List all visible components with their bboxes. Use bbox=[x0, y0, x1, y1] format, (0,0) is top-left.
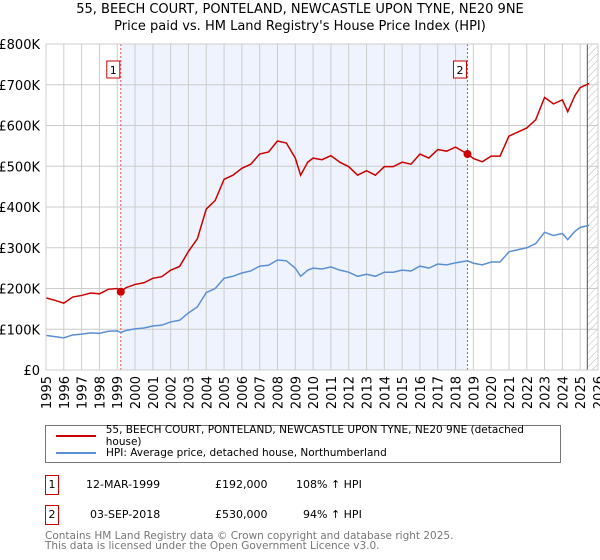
sale-label-box bbox=[106, 60, 121, 79]
legend-item-hpi: HPI: Average price, detached house, Nort… bbox=[56, 446, 387, 460]
x-tick-label: 2016 bbox=[414, 376, 429, 409]
x-tick-label: 2006 bbox=[236, 376, 251, 409]
x-tick-label: 2011 bbox=[325, 376, 340, 409]
x-tick-label: 2025 bbox=[574, 376, 589, 409]
footer: Contains HM Land Registry data © Crown c… bbox=[45, 530, 454, 552]
legend: 55, BEECH COURT, PONTELAND, NEWCASTLE UP… bbox=[45, 424, 561, 463]
x-tick-label: 2009 bbox=[289, 376, 304, 409]
x-tick-label: 1995 bbox=[40, 376, 55, 409]
x-tick-label: 2014 bbox=[378, 376, 393, 409]
x-tick-label: 2021 bbox=[503, 376, 518, 409]
x-tick-label: 2000 bbox=[129, 376, 144, 409]
y-tick-label: £200K bbox=[0, 283, 40, 298]
sale-badge: 2 bbox=[45, 505, 59, 525]
chart-title: 55, BEECH COURT, PONTELAND, NEWCASTLE UP… bbox=[76, 2, 524, 17]
x-tick-label: 2012 bbox=[343, 376, 358, 409]
legend-label: 55, BEECH COURT, PONTELAND, NEWCASTLE UP… bbox=[105, 424, 524, 448]
x-tick-label: 2013 bbox=[361, 376, 376, 409]
legend-item-property: 55, BEECH COURT, PONTELAND, NEWCASTLE UP… bbox=[56, 424, 560, 448]
x-tick-label: 2005 bbox=[218, 376, 233, 409]
chart-subtitle: Price paid vs. HM Land Registry's House … bbox=[114, 19, 486, 34]
y-tick-label: £100K bbox=[0, 323, 40, 338]
sale-hpi: 94% ↑ HPI bbox=[303, 508, 362, 521]
x-tick-label: 1998 bbox=[93, 376, 108, 409]
sale-price: £192,000 bbox=[215, 478, 268, 491]
x-tick-label: 2004 bbox=[200, 376, 215, 409]
plot-frame bbox=[45, 43, 599, 371]
x-tick-label: 2001 bbox=[147, 376, 162, 409]
hpi-line bbox=[45, 224, 590, 339]
x-tick-label: 2018 bbox=[450, 376, 465, 409]
x-tick-label: 2019 bbox=[467, 376, 482, 409]
y-tick-label: £700K bbox=[0, 79, 40, 94]
legend-swatch-red bbox=[56, 435, 96, 437]
sale-point bbox=[116, 287, 125, 296]
sale-point bbox=[463, 150, 472, 159]
x-tick-label: 2008 bbox=[271, 376, 286, 409]
x-tick-label: 2026 bbox=[592, 376, 600, 409]
y-tick-label: £600K bbox=[0, 120, 40, 135]
sale-label-box bbox=[452, 60, 467, 79]
y-tick-label: £500K bbox=[0, 160, 40, 175]
y-tick-label: £400K bbox=[0, 201, 40, 216]
chart-plot: £0 £100K £200K £300K £400K £500K £600K £700K £80… bbox=[0, 38, 600, 409]
sale-label: 2 bbox=[456, 64, 463, 77]
x-tick-label: 2024 bbox=[556, 376, 571, 409]
x-tick-label: 2015 bbox=[396, 376, 411, 409]
sale-label: 1 bbox=[110, 64, 117, 77]
price-line bbox=[45, 82, 590, 304]
sale-date: 03-SEP-2018 bbox=[90, 508, 161, 521]
sale-date: 12-MAR-1999 bbox=[86, 478, 161, 491]
x-tick-label: 1996 bbox=[58, 376, 73, 409]
y-tick-label: £800K bbox=[0, 38, 40, 53]
x-tick-label: 2017 bbox=[432, 376, 447, 409]
x-tick-label: 1999 bbox=[111, 376, 126, 409]
footer-line-2: This data is licensed under the Open Gov… bbox=[45, 540, 380, 552]
y-tick-label: £0 bbox=[23, 364, 40, 379]
sale-row-2: 2 03-SEP-2018 £530,000 94% ↑ HPI bbox=[45, 505, 545, 525]
x-tick-label: 1997 bbox=[76, 376, 91, 409]
x-tick-label: 2007 bbox=[254, 376, 269, 409]
footer-line-1: Contains HM Land Registry data © Crown c… bbox=[45, 530, 454, 542]
sale-hpi: 108% ↑ HPI bbox=[296, 478, 362, 491]
x-tick-label: 2002 bbox=[165, 376, 180, 409]
sale-badge: 1 bbox=[45, 475, 59, 495]
y-tick-label: £300K bbox=[0, 242, 40, 257]
sale-price: £530,000 bbox=[215, 508, 268, 521]
x-tick-label: 2023 bbox=[539, 376, 554, 409]
x-tick-label: 2022 bbox=[521, 376, 536, 409]
x-tick-label: 2010 bbox=[307, 376, 322, 409]
legend-swatch-blue bbox=[56, 452, 96, 454]
x-tick-label: 2020 bbox=[485, 376, 500, 409]
legend-label: HPI: Average price, detached house, Nort… bbox=[106, 447, 387, 459]
x-tick-label: 2003 bbox=[182, 376, 197, 409]
sale-row-1: 1 12-MAR-1999 £192,000 108% ↑ HPI bbox=[45, 475, 545, 495]
